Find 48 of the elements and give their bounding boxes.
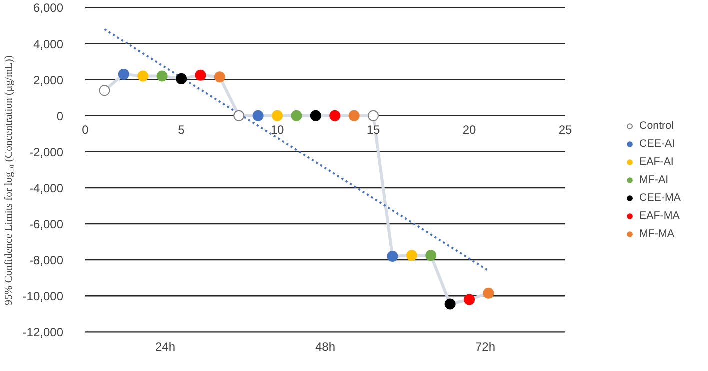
x-tick-label: 0 [82,122,90,137]
point [252,110,264,122]
y-tick-label: -8,000 [29,254,64,268]
point [348,110,360,122]
y-tick-label: 6,000 [33,1,64,16]
x-tick-label: 20 [462,122,476,137]
legend-label: CEE-AI [640,138,676,150]
point [483,288,494,299]
y-tick-label: 0 [56,109,64,124]
point [272,110,283,122]
legend-label: MF-AI [640,174,669,186]
legend-label: EAF-MA [640,210,680,222]
y-axis-title: 95% Confidence Limits for log₁₀ (Concentration (µg/mL)) [4,55,15,306]
legend-label: Control [640,120,674,132]
legend-label: EAF-AI [640,156,674,168]
legend-label: MF-MA [640,228,674,240]
point [291,110,302,122]
x-tick-label: 10 [270,122,284,137]
point [426,250,437,262]
point [214,72,226,83]
text: 24h [155,340,176,354]
point [99,85,110,96]
y-tick-label: -2,000 [29,145,64,160]
y-tick-label: 4,000 [33,37,64,52]
point [406,250,418,262]
y-tick-label: -10,000 [22,290,64,304]
point [156,70,168,82]
point [444,298,456,310]
text: 72h [475,340,496,354]
point [234,110,245,122]
point [387,250,398,262]
point [368,110,379,122]
point [118,68,130,80]
point [195,70,206,81]
text: 48h [315,340,336,354]
point [310,110,322,122]
y-tick-label: -4,000 [29,181,64,196]
y-tick-label: -12,000 [22,326,64,340]
x-tick-label: 25 [558,122,572,137]
point [176,73,187,84]
x-tick-label: 5 [178,122,186,137]
point [330,110,341,122]
point [138,70,149,82]
x-tick-label: 15 [366,122,380,137]
y-tick-label: -6,000 [29,218,64,232]
point [464,294,475,306]
y-tick-label: 2,000 [33,73,64,88]
legend-label: CEE-MA [640,192,681,204]
